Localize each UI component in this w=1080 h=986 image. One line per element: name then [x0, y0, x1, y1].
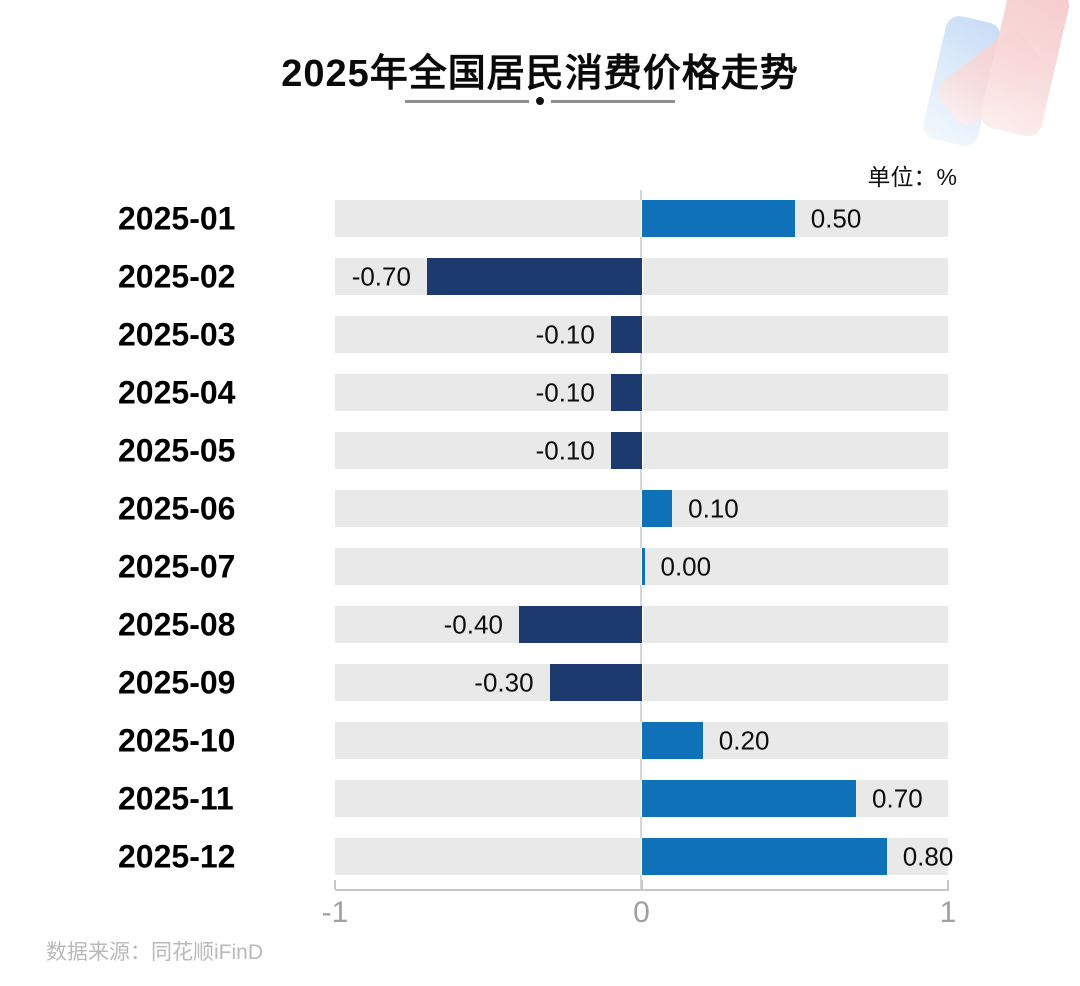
- track-zero-line: [640, 258, 643, 295]
- bar-positive: [641, 548, 645, 585]
- bar-negative: [426, 258, 642, 295]
- bar-track: 0.10: [335, 490, 948, 527]
- track-zero-line: [640, 374, 643, 411]
- value-label: 0.80: [902, 841, 954, 871]
- chart-row: 2025-02 -0.70: [0, 258, 1080, 295]
- category-label: 2025-11: [118, 780, 234, 816]
- zero-baseline: [640, 190, 642, 890]
- category-label: 2025-07: [118, 548, 236, 584]
- value-label: 0.00: [660, 551, 712, 581]
- value-label: 0.50: [810, 203, 862, 233]
- chart-row: 2025-08 -0.40: [0, 606, 1080, 643]
- category-label: 2025-06: [118, 490, 236, 526]
- category-label: 2025-02: [118, 258, 236, 294]
- category-label: 2025-09: [118, 664, 236, 700]
- bar-track: 0.80: [335, 838, 953, 875]
- bar-track: -0.10: [335, 374, 948, 411]
- chart-rows: 2025-01 0.50 2025-02 -0.70 2025-03 -0.10 2025-…: [0, 200, 1080, 896]
- bar-track: 0.20: [335, 722, 948, 759]
- category-label: 2025-04: [118, 374, 236, 410]
- bar-negative: [518, 606, 642, 643]
- track-zero-line: [640, 664, 643, 701]
- title-underline: [405, 97, 675, 105]
- chart-row: 2025-12 0.80: [0, 838, 1080, 875]
- data-source: 数据来源：同花顺iFinD: [46, 941, 264, 964]
- underline-left-segment: [405, 99, 529, 103]
- x-axis: -1 0 1: [322, 880, 956, 936]
- bar-track: -0.40: [335, 606, 948, 643]
- bar-positive: [641, 838, 887, 875]
- category-label: 2025-08: [118, 606, 236, 642]
- bar-track: -0.10: [335, 432, 948, 469]
- category-label: 2025-03: [118, 316, 236, 352]
- bar-positive: [641, 780, 857, 817]
- chart-row: 2025-01 0.50: [0, 200, 1080, 237]
- track-zero-line: [640, 606, 643, 643]
- bar-negative: [610, 374, 642, 411]
- bar-track: 0.50: [335, 200, 948, 237]
- bar-positive: [641, 200, 795, 237]
- category-label: 2025-12: [118, 838, 236, 874]
- underline-dot-icon: [536, 97, 544, 105]
- category-label: 2025-01: [118, 200, 236, 236]
- track-zero-line: [640, 316, 643, 353]
- axis-tick-label: 1: [939, 896, 957, 929]
- chart-row: 2025-06 0.10: [0, 490, 1080, 527]
- underline-right-segment: [551, 99, 675, 103]
- axis-tick-label: 0: [633, 896, 650, 929]
- axis-tick-mark: [947, 880, 949, 889]
- chart-row: 2025-04 -0.10: [0, 374, 1080, 411]
- x-axis-line: [335, 889, 949, 891]
- chart-title: 2025年全国居民消费价格走势: [281, 53, 799, 95]
- chart-row: 2025-09 -0.30: [0, 664, 1080, 701]
- chart-row: 2025-11 0.70: [0, 780, 1080, 817]
- category-label: 2025-10: [118, 722, 236, 758]
- value-label: -0.10: [535, 377, 595, 407]
- value-label: 0.20: [718, 725, 770, 755]
- bar-track: -0.10: [335, 316, 948, 353]
- category-label: 2025-05: [118, 432, 236, 468]
- chart-row: 2025-05 -0.10: [0, 432, 1080, 469]
- bar-track: 0.70: [335, 780, 948, 817]
- axis-tick-mark: [334, 880, 336, 889]
- bar-negative: [610, 432, 642, 469]
- bar-track: 0.00: [335, 548, 948, 585]
- value-label: -0.10: [535, 435, 595, 465]
- value-label: -0.40: [443, 609, 503, 639]
- bar-track: -0.70: [335, 258, 948, 295]
- value-label: 0.70: [872, 783, 923, 813]
- bar-negative: [549, 664, 642, 701]
- bar-positive: [641, 722, 703, 759]
- axis-tick-label: -1: [321, 896, 349, 929]
- chart-row: 2025-03 -0.10: [0, 316, 1080, 353]
- value-label: 0.10: [688, 493, 739, 523]
- chart-row: 2025-07 0.00: [0, 548, 1080, 585]
- value-label: -0.10: [535, 319, 595, 349]
- axis-tick-mark: [640, 880, 643, 889]
- bar-negative: [610, 316, 642, 353]
- bar-positive: [641, 490, 673, 527]
- chart-row: 2025-10 0.20: [0, 722, 1080, 759]
- unit-label: 单位：%: [867, 164, 957, 190]
- value-label: -0.30: [474, 667, 534, 697]
- track-zero-line: [640, 432, 643, 469]
- value-label: -0.70: [351, 261, 411, 291]
- bar-track: -0.30: [335, 664, 948, 701]
